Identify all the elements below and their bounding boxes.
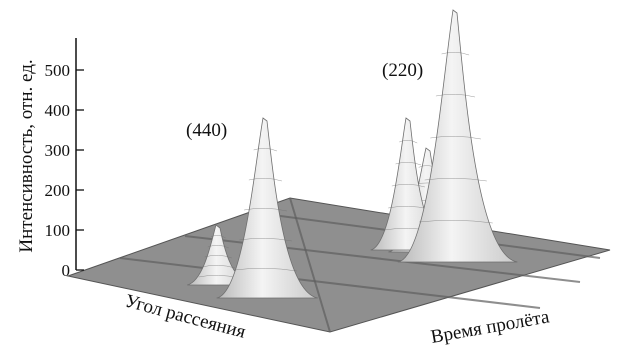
y-axis-label: Время пролёта: [429, 306, 551, 346]
peak-mesh-line: [234, 268, 297, 272]
peak-mesh-line: [399, 140, 418, 144]
floor-stripe: [119, 257, 541, 309]
peak-mesh-line: [441, 52, 470, 56]
z-axis-label: Интенсивность, отн. ед.: [16, 59, 37, 252]
peak-mesh-line: [435, 94, 476, 98]
peak-mesh-line: [201, 265, 236, 269]
peak-mesh-line: [248, 178, 283, 182]
peak-mesh-line: [419, 219, 493, 224]
z-tick-label: 200: [45, 181, 71, 200]
z-tick-label: 400: [45, 101, 71, 120]
peak-label-440: (440): [186, 120, 227, 141]
z-tick-label: 300: [45, 141, 71, 160]
z-tick-label: 500: [45, 61, 71, 80]
peak-label-220: (220): [382, 60, 423, 81]
peak-mesh-line: [204, 255, 233, 259]
peak-220-main: [397, 9, 518, 263]
peak-mesh-line: [253, 148, 278, 152]
peak-mesh-line: [244, 208, 288, 212]
peak-surfaces: [187, 9, 518, 299]
peak-mesh-line: [424, 178, 487, 182]
floor-stripe: [289, 197, 331, 333]
peak-mesh-line: [395, 162, 422, 166]
peak-mesh-line: [430, 136, 481, 140]
peak-mesh-line: [210, 235, 226, 239]
peak-mesh-line: [391, 184, 426, 188]
z-axis-ticks: 0 100 200 300 400 500: [45, 61, 84, 280]
peak-mesh-line: [207, 245, 229, 249]
peak-mesh-line: [239, 238, 292, 242]
z-tick-label: 0: [62, 261, 71, 280]
peak-440-main: [216, 117, 318, 299]
z-tick-label: 100: [45, 221, 71, 240]
